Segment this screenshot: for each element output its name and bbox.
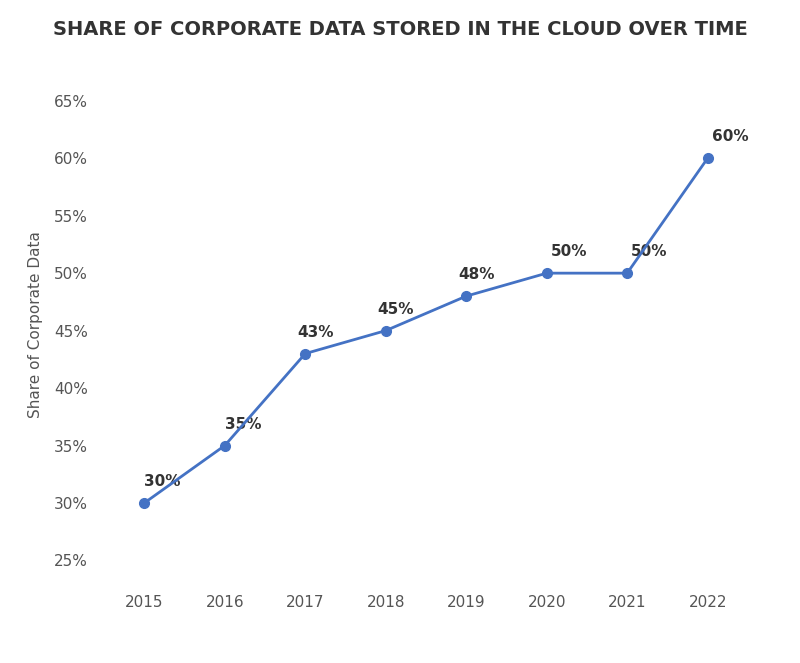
Text: 60%: 60% xyxy=(712,129,748,145)
Text: 50%: 50% xyxy=(631,245,668,259)
Text: 30%: 30% xyxy=(144,474,181,489)
Y-axis label: Share of Corporate Data: Share of Corporate Data xyxy=(27,231,42,418)
Text: 50%: 50% xyxy=(550,245,587,259)
Text: 48%: 48% xyxy=(458,267,494,282)
Text: 43%: 43% xyxy=(297,325,334,340)
Text: SHARE OF CORPORATE DATA STORED IN THE CLOUD OVER TIME: SHARE OF CORPORATE DATA STORED IN THE CL… xyxy=(53,20,747,39)
Text: 45%: 45% xyxy=(378,302,414,317)
Text: 35%: 35% xyxy=(225,417,262,432)
